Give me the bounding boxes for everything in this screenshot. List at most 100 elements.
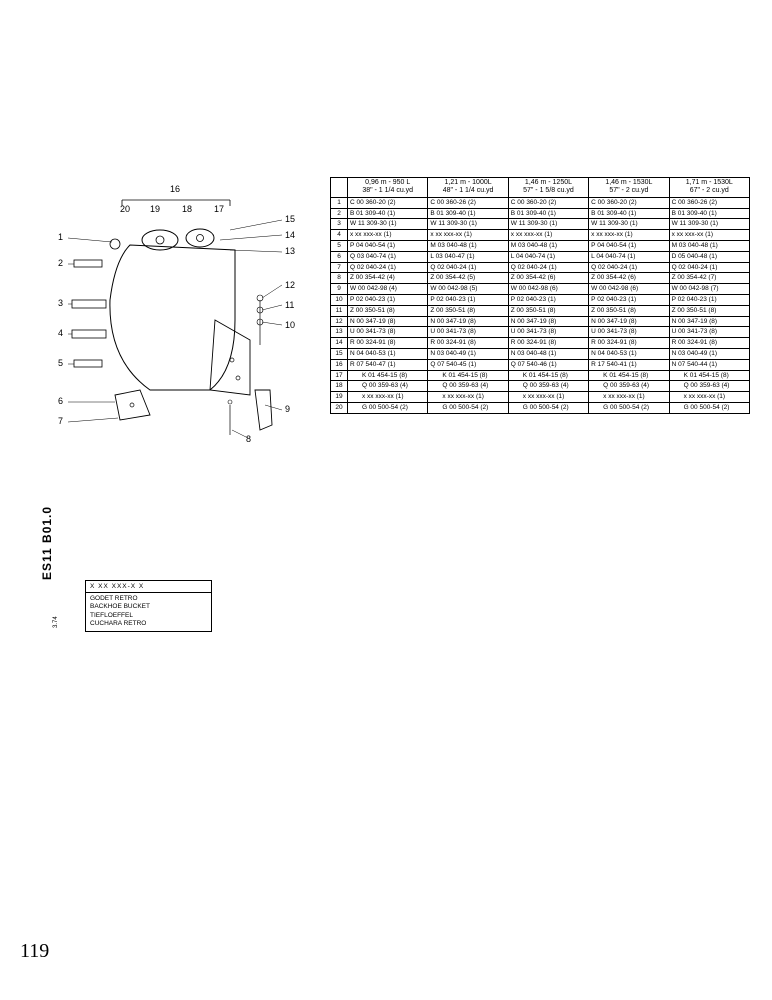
part-cell: Q 00 359-63 (4)	[669, 381, 749, 392]
table-row: 11Z 00 350-51 (8)Z 00 350-51 (8)Z 00 350…	[331, 305, 750, 316]
part-cell: R 00 324-91 (8)	[589, 338, 669, 349]
part-cell: Q 00 359-63 (4)	[428, 381, 508, 392]
part-cell: G 00 500-54 (2)	[589, 402, 669, 413]
part-cell: Q 02 040-24 (1)	[669, 262, 749, 273]
row-number: 12	[331, 316, 348, 327]
row-number: 15	[331, 348, 348, 359]
row-number: 18	[331, 381, 348, 392]
header-col-1: 1,21 m - 1000L 48" - 1 1/4 cu.yd	[428, 178, 508, 198]
table-row: 10P 02 040-23 (1)P 02 040-23 (1)P 02 040…	[331, 294, 750, 305]
part-cell: x xx xxx-xx (1)	[669, 392, 749, 403]
legend-line-1: BACKHOE BUCKET	[90, 603, 207, 611]
doc-code-sub: 3.74	[53, 616, 59, 628]
part-cell: B 01 309-40 (1)	[669, 208, 749, 219]
table-row: 16R 07 540-47 (1)Q 07 540-45 (1)Q 07 540…	[331, 359, 750, 370]
table-row: 9W 00 042-98 (4)W 00 042-98 (5)W 00 042-…	[331, 284, 750, 295]
row-number: 4	[331, 230, 348, 241]
part-cell: N 00 347-19 (8)	[348, 316, 428, 327]
part-cell: x xx xxx-xx (1)	[428, 230, 508, 241]
part-cell: U 00 341-73 (8)	[428, 327, 508, 338]
legend-line-3: CUCHARA RETRO	[90, 620, 207, 628]
part-cell: Z 00 354-42 (5)	[428, 273, 508, 284]
part-cell: W 11 309-30 (1)	[669, 219, 749, 230]
part-cell: N 03 040-49 (1)	[669, 348, 749, 359]
part-cell: x xx xxx-xx (1)	[348, 230, 428, 241]
legend-line-0: GODET RETRO	[90, 595, 207, 603]
part-cell: Q 07 540-46 (1)	[508, 359, 588, 370]
row-number: 14	[331, 338, 348, 349]
row-number: 13	[331, 327, 348, 338]
table-row: 13U 00 341-73 (8)U 00 341-73 (8)U 00 341…	[331, 327, 750, 338]
part-cell: Z 00 350-51 (8)	[348, 305, 428, 316]
part-cell: N 03 040-48 (1)	[508, 348, 588, 359]
part-cell: P 04 040-54 (1)	[589, 240, 669, 251]
part-cell: x xx xxx-xx (1)	[428, 392, 508, 403]
table-row: 15N 04 040-53 (1)N 03 040-49 (1)N 03 040…	[331, 348, 750, 359]
part-cell: Q 03 040-74 (1)	[348, 251, 428, 262]
row-number: 11	[331, 305, 348, 316]
row-number: 16	[331, 359, 348, 370]
part-cell: G 00 500-54 (2)	[348, 402, 428, 413]
part-cell: C 00 360-26 (2)	[428, 197, 508, 208]
callout-6: 6	[58, 396, 63, 406]
callout-7: 7	[58, 416, 63, 426]
part-cell: M 03 040-48 (1)	[508, 240, 588, 251]
table-row: 12N 00 347-19 (8)N 00 347-19 (8)N 00 347…	[331, 316, 750, 327]
part-cell: M 03 040-48 (1)	[669, 240, 749, 251]
header-col-4: 1,71 m - 1530L 67" - 2 cu.yd	[669, 178, 749, 198]
row-number: 10	[331, 294, 348, 305]
row-number: 2	[331, 208, 348, 219]
part-cell: W 00 042-98 (6)	[508, 284, 588, 295]
header-col-3-line2: 57" - 2 cu.yd	[609, 187, 648, 194]
part-cell: R 17 540-41 (1)	[589, 359, 669, 370]
header-col-4-line1: 1,71 m - 1530L	[686, 179, 733, 186]
part-cell: x xx xxx-xx (1)	[589, 230, 669, 241]
header-col-3-line1: 1,46 m - 1530L	[605, 179, 652, 186]
part-cell: R 00 324-91 (8)	[348, 338, 428, 349]
callout-4: 4	[58, 328, 63, 338]
callout-15: 15	[285, 214, 295, 224]
table-row: 2B 01 309-40 (1)B 01 309-40 (1)B 01 309-…	[331, 208, 750, 219]
header-col-2: 1,46 m - 1250L 57" - 1 5/8 cu.yd	[508, 178, 588, 198]
callout-8: 8	[246, 434, 251, 444]
part-cell: W 00 042-98 (6)	[589, 284, 669, 295]
part-cell: G 00 500-54 (2)	[508, 402, 588, 413]
part-cell: B 01 309-40 (1)	[428, 208, 508, 219]
part-cell: B 01 309-40 (1)	[348, 208, 428, 219]
part-cell: x xx xxx-xx (1)	[508, 392, 588, 403]
part-cell: L 04 040-74 (1)	[589, 251, 669, 262]
legend-body: GODET RETRO BACKHOE BUCKET TIEFLOEFFEL C…	[86, 593, 211, 631]
row-number: 17	[331, 370, 348, 381]
part-cell: N 07 540-44 (1)	[669, 359, 749, 370]
part-cell: M 03 040-48 (1)	[428, 240, 508, 251]
parts-table-body: 1C 00 360-20 (2)C 00 360-26 (2)C 00 360-…	[331, 197, 750, 413]
part-cell: R 00 324-91 (8)	[428, 338, 508, 349]
callout-11: 11	[285, 300, 294, 310]
part-cell: U 00 341-73 (8)	[589, 327, 669, 338]
table-row: 8Z 00 354-42 (4)Z 00 354-42 (5)Z 00 354-…	[331, 273, 750, 284]
part-cell: K 01 454-15 (8)	[589, 370, 669, 381]
part-cell: P 02 040-23 (1)	[428, 294, 508, 305]
part-cell: C 00 360-26 (2)	[669, 197, 749, 208]
table-row: 14R 00 324-91 (8)R 00 324-91 (8)R 00 324…	[331, 338, 750, 349]
row-number: 5	[331, 240, 348, 251]
table-row: 3W 11 309-30 (1)W 11 309-30 (1)W 11 309-…	[331, 219, 750, 230]
table-row: 6Q 03 040-74 (1)L 03 040-47 (1)L 04 040-…	[331, 251, 750, 262]
part-cell: Q 02 040-24 (1)	[508, 262, 588, 273]
parts-table: 0,96 m - 950 L 38" - 1 1/4 cu.yd 1,21 m …	[330, 177, 750, 414]
callout-19: 19	[150, 204, 160, 214]
part-cell: C 00 360-20 (2)	[508, 197, 588, 208]
part-cell: Q 07 540-45 (1)	[428, 359, 508, 370]
part-cell: L 04 040-74 (1)	[508, 251, 588, 262]
part-cell: R 00 324-91 (8)	[508, 338, 588, 349]
header-col-3: 1,46 m - 1530L 57" - 2 cu.yd	[589, 178, 669, 198]
callout-17: 17	[214, 204, 224, 214]
part-cell: Z 00 354-42 (6)	[589, 273, 669, 284]
part-cell: K 01 454-15 (8)	[669, 370, 749, 381]
header-col-0-line2: 38" - 1 1/4 cu.yd	[362, 187, 413, 194]
part-cell: P 02 040-23 (1)	[508, 294, 588, 305]
table-row: 5P 04 040-54 (1)M 03 040-48 (1)M 03 040-…	[331, 240, 750, 251]
part-cell: R 07 540-47 (1)	[348, 359, 428, 370]
header-blank	[331, 178, 348, 198]
table-row: 1C 00 360-20 (2)C 00 360-26 (2)C 00 360-…	[331, 197, 750, 208]
